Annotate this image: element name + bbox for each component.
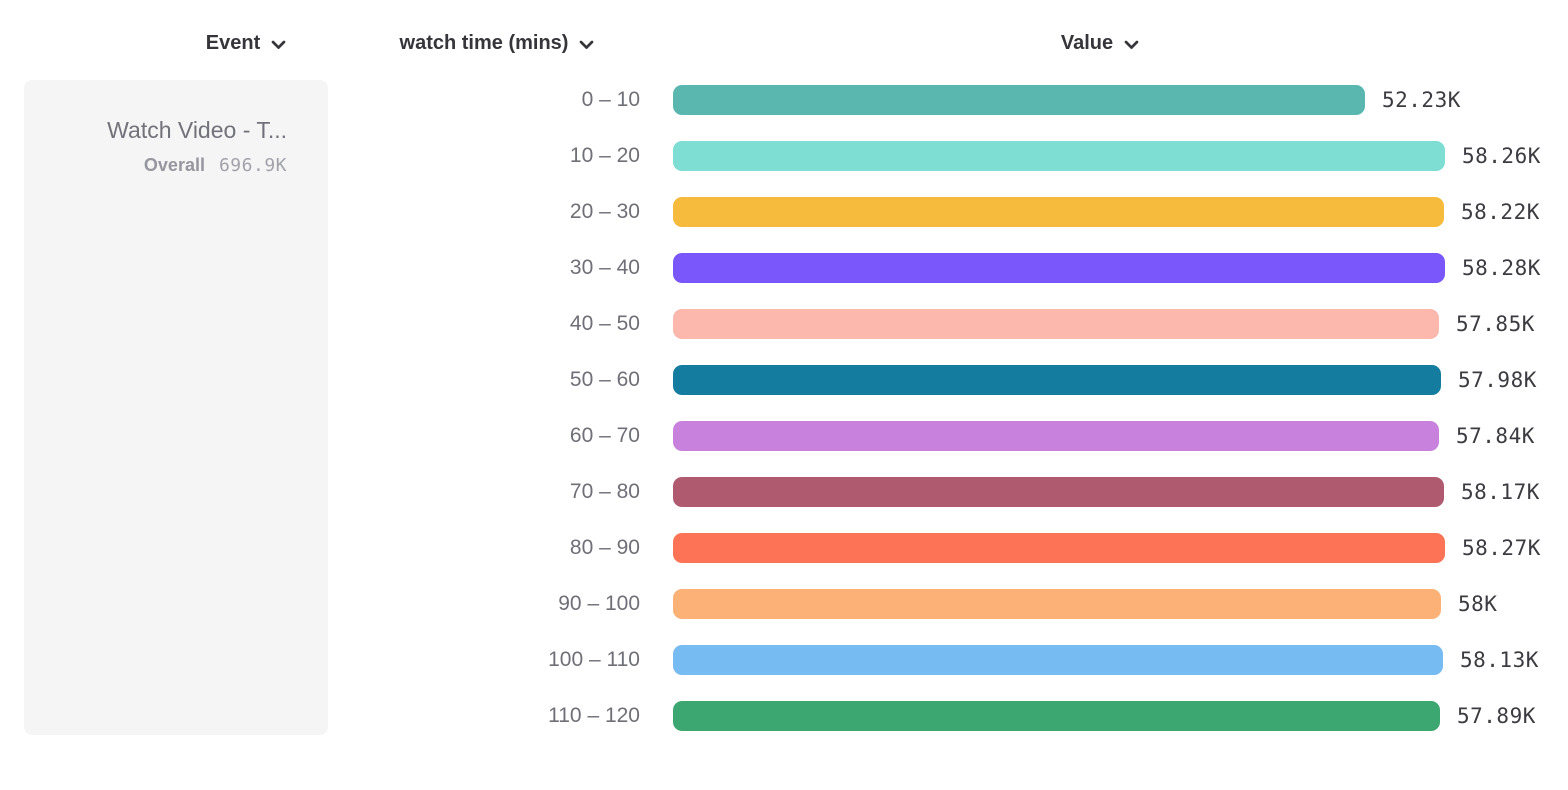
category-label: 80 – 90 <box>569 536 640 559</box>
value-label: 57.84K <box>1456 424 1535 448</box>
category-label: 60 – 70 <box>569 424 640 447</box>
chevron-down-icon <box>271 40 286 50</box>
bar[interactable] <box>673 589 1441 619</box>
dimension-column-label: watch time (mins) <box>399 31 569 54</box>
chevron-down-icon <box>579 40 594 50</box>
category-label: 70 – 80 <box>569 480 640 503</box>
chart-row: 90 – 100 58K <box>0 576 1568 632</box>
chart-row: 70 – 80 58.17K <box>0 464 1568 520</box>
value-label: 57.98K <box>1458 368 1537 392</box>
event-column-label: Event <box>205 31 261 54</box>
value-column-label: Value <box>1060 31 1114 54</box>
bar[interactable] <box>673 421 1439 451</box>
value-label: 58.26K <box>1462 144 1541 168</box>
bar[interactable] <box>673 141 1445 171</box>
value-label: 58.28K <box>1462 256 1541 280</box>
event-card[interactable]: Watch Video - T... Overall 696.9K <box>24 80 328 735</box>
chevron-down-icon <box>1124 40 1139 50</box>
chart-row: 110 – 120 57.89K <box>0 688 1568 744</box>
value-label: 52.23K <box>1382 88 1461 112</box>
category-label: 10 – 20 <box>569 144 640 167</box>
chart-row: 60 – 70 57.84K <box>0 408 1568 464</box>
value-label: 58.27K <box>1462 536 1541 560</box>
category-label: 0 – 10 <box>581 88 640 111</box>
value-label: 57.85K <box>1456 312 1535 336</box>
chart-row: 20 – 30 58.22K <box>0 184 1568 240</box>
chart-rows: 0 – 10 52.23K 10 – 20 58.26K 20 – 30 58.22K 30… <box>0 72 1568 744</box>
value-label: 58K <box>1458 592 1498 616</box>
category-label: 40 – 50 <box>569 312 640 335</box>
bar[interactable] <box>673 197 1444 227</box>
chart-row: 50 – 60 57.98K <box>0 352 1568 408</box>
chart-row: 30 – 40 58.28K <box>0 240 1568 296</box>
value-column-header[interactable]: Value <box>950 28 1250 58</box>
category-label: 100 – 110 <box>548 648 640 671</box>
overall-value: 696.9K <box>218 155 287 176</box>
value-label: 58.22K <box>1461 200 1540 224</box>
chart-row: 10 – 20 58.26K <box>0 128 1568 184</box>
category-label: 110 – 120 <box>548 704 640 727</box>
event-column-header[interactable]: Event <box>146 28 346 58</box>
value-label: 58.17K <box>1461 480 1540 504</box>
chart-row: 0 – 10 52.23K <box>0 72 1568 128</box>
bar[interactable] <box>673 477 1444 507</box>
bar[interactable] <box>673 533 1445 563</box>
dimension-column-header[interactable]: watch time (mins) <box>347 28 647 58</box>
category-label: 20 – 30 <box>569 200 640 223</box>
bar[interactable] <box>673 253 1445 283</box>
chart-row: 80 – 90 58.27K <box>0 520 1568 576</box>
bar[interactable] <box>673 365 1441 395</box>
overall-label: Overall <box>143 155 205 175</box>
event-name: Watch Video - T... <box>107 117 287 143</box>
bar[interactable] <box>673 701 1440 731</box>
value-label: 57.89K <box>1457 704 1536 728</box>
bar[interactable] <box>673 85 1365 115</box>
category-label: 90 – 100 <box>558 592 640 615</box>
bar[interactable] <box>673 309 1439 339</box>
chart-row: 100 – 110 58.13K <box>0 632 1568 688</box>
bar[interactable] <box>673 645 1443 675</box>
chart-row: 40 – 50 57.85K <box>0 296 1568 352</box>
value-label: 58.13K <box>1460 648 1539 672</box>
overall-row: Overall 696.9K <box>44 155 287 176</box>
category-label: 30 – 40 <box>569 256 640 279</box>
category-label: 50 – 60 <box>569 368 640 391</box>
